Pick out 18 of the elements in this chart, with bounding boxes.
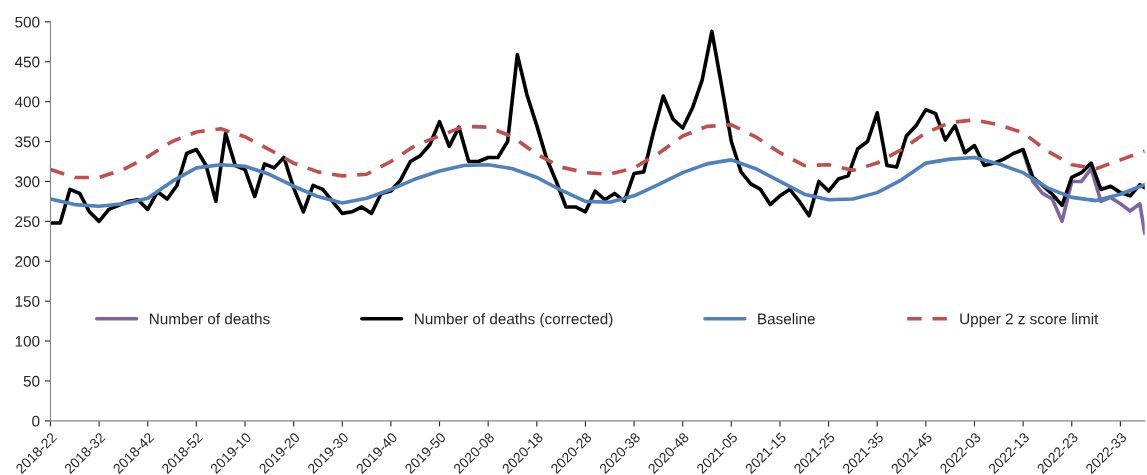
y-tick-label: 100	[15, 335, 40, 347]
legend-label: Baseline	[758, 313, 815, 325]
line-series	[50, 29, 1145, 225]
y-tick-label: 250	[15, 216, 40, 228]
y-tick-label: 0	[32, 415, 40, 427]
y-tick-label: 200	[15, 256, 40, 267]
y-tick-label: 50	[23, 375, 40, 387]
legend-label: Number of deaths (corrected)	[415, 313, 613, 328]
y-tick-label: 300	[15, 176, 40, 188]
line-series	[50, 118, 1145, 180]
y-tick-label: 350	[15, 136, 40, 148]
y-tick-label: 500	[15, 16, 40, 28]
line-series	[50, 155, 1145, 208]
legend-label: Upper 2 z score limit	[960, 313, 1099, 328]
y-tick-label: 150	[15, 296, 40, 307]
y-tick-label: 450	[14, 56, 40, 68]
legend-label: Number of deaths	[150, 313, 270, 325]
y-tick-label: 400	[14, 96, 40, 108]
